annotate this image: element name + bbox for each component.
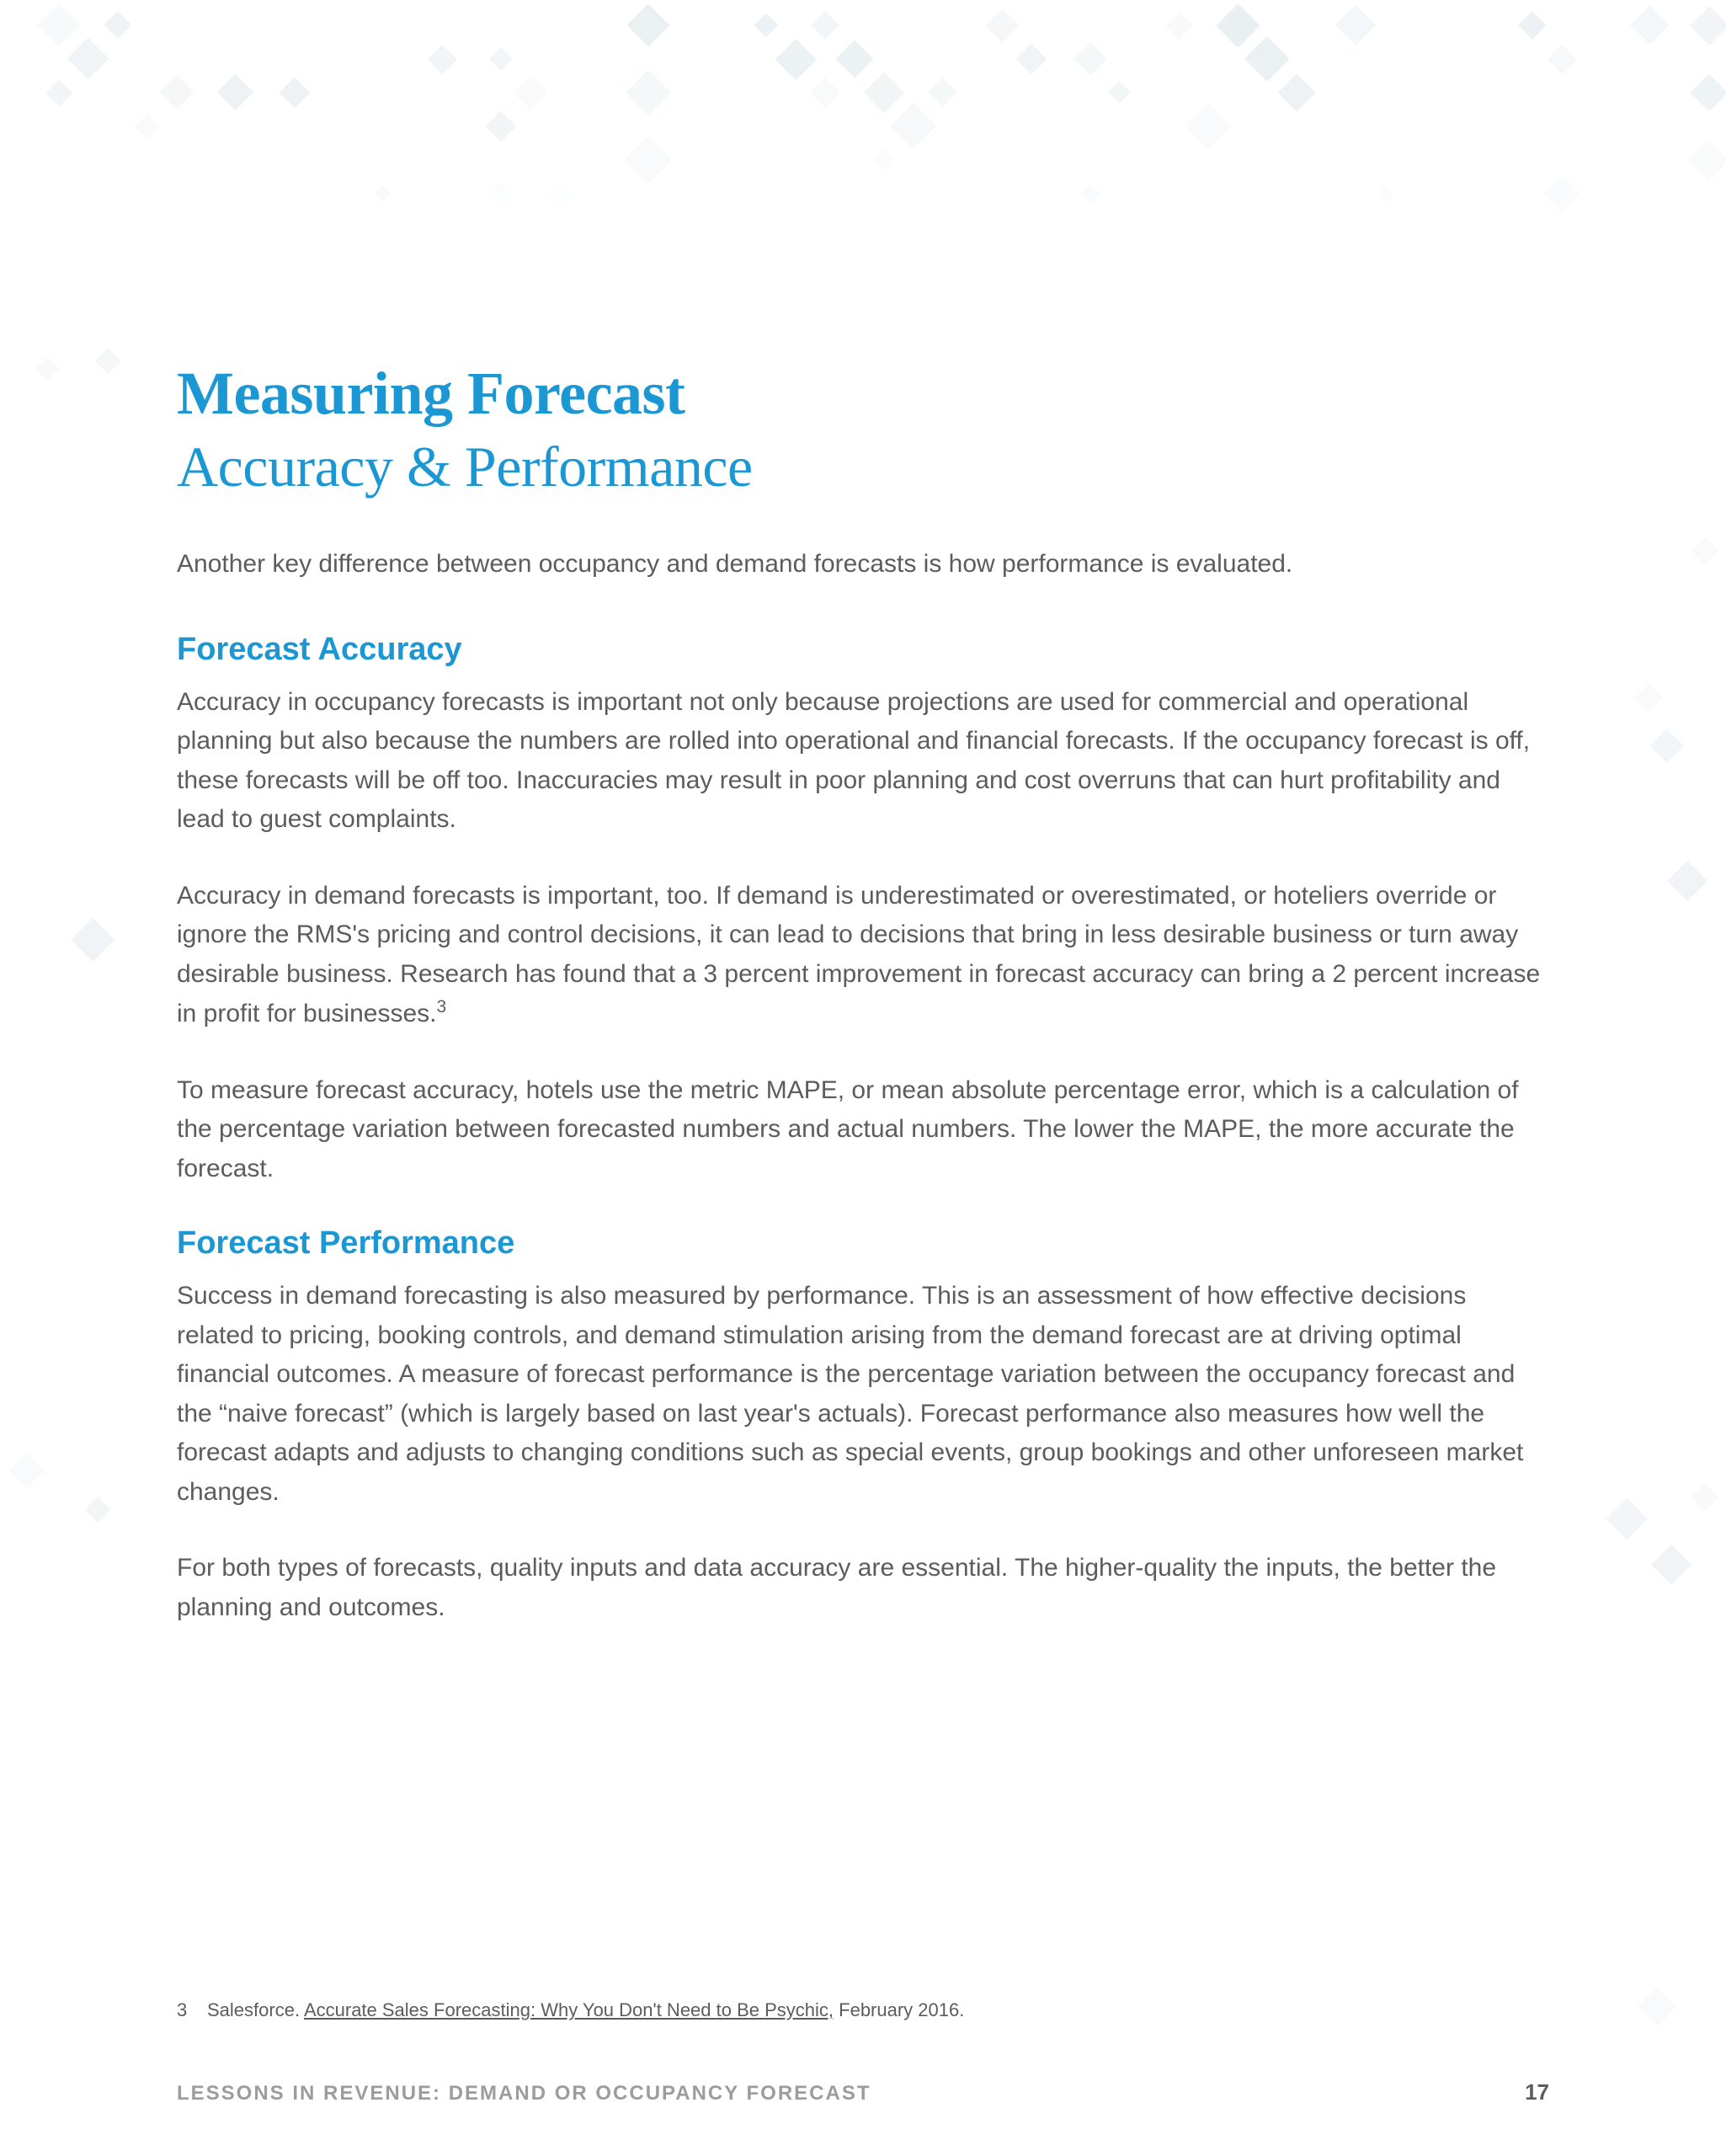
diamond-icon (94, 348, 121, 375)
body-paragraph: For both types of forecasts, quality inp… (177, 1549, 1549, 1627)
diamond-icon (627, 4, 670, 47)
diamond-icon (1073, 42, 1107, 76)
page-title-line2: Accuracy & Performance (177, 433, 1549, 502)
diamond-icon (35, 357, 60, 382)
diamond-icon (1667, 861, 1707, 901)
diamond-icon (1080, 184, 1100, 204)
diamond-icon (1649, 728, 1684, 763)
section-heading: Forecast Performance (177, 1225, 1549, 1262)
diamond-icon (72, 917, 115, 961)
diamond-icon (1690, 6, 1726, 45)
diamond-icon (1277, 73, 1315, 111)
footnote-number: 3 (177, 1999, 207, 2021)
diamond-icon (487, 180, 514, 207)
document-page: Measuring Forecast Accuracy & Performanc… (0, 0, 1726, 2156)
section-heading: Forecast Accuracy (177, 632, 1549, 668)
diamond-icon (928, 77, 957, 107)
footnote-ref: 3 (436, 997, 446, 1017)
diamond-icon (84, 1497, 111, 1524)
diamond-icon (1631, 6, 1670, 45)
diamond-icon (375, 185, 392, 202)
diamond-icon (1542, 174, 1581, 213)
body-paragraph: Accuracy in occupancy forecasts is impor… (177, 683, 1549, 840)
diamond-icon (835, 40, 873, 77)
footer-title: LESSONS IN REVENUE: DEMAND OR OCCUPANCY … (177, 2082, 871, 2105)
diamond-icon (67, 38, 109, 80)
diamond-icon (486, 111, 516, 141)
diamond-icon (810, 77, 841, 109)
diamond-icon (626, 70, 671, 115)
diamond-icon (1606, 1497, 1648, 1539)
main-content: Measuring Forecast Accuracy & Performanc… (177, 362, 1549, 1664)
diamond-icon (38, 4, 81, 47)
sections-container: Forecast Accuracy Accuracy in occupancy f… (177, 632, 1549, 1628)
footnote-source-prefix: Salesforce. (207, 1999, 304, 2020)
body-paragraph: To measure forecast accuracy, hotels use… (177, 1071, 1549, 1189)
body-paragraph: Success in demand forecasting is also me… (177, 1277, 1549, 1512)
diamond-icon (1651, 1545, 1691, 1585)
diamond-icon (864, 72, 904, 113)
footnote-date: February 2016. (834, 1999, 964, 2020)
diamond-icon (1016, 44, 1047, 75)
diamond-icon (811, 11, 839, 40)
diamond-icon (872, 148, 895, 171)
diamond-icon (1335, 5, 1377, 46)
diamond-icon (8, 1453, 44, 1488)
diamond-icon (546, 180, 574, 208)
footnote-link: Accurate Sales Forecasting: Why You Don'… (304, 1999, 834, 2020)
diamond-icon (1689, 140, 1726, 180)
diamond-icon (754, 13, 778, 37)
diamond-icon (775, 38, 816, 79)
diamond-icon (625, 136, 672, 184)
diamond-icon (1244, 36, 1290, 82)
diamond-icon (890, 103, 937, 150)
footer-page-number: 17 (1525, 2079, 1549, 2105)
diamond-icon (427, 44, 456, 73)
diamond-icon (1518, 11, 1547, 40)
diamond-icon (1690, 73, 1726, 111)
diamond-icon (104, 11, 131, 39)
diamond-icon (135, 114, 161, 140)
diamond-icon (1377, 185, 1394, 203)
diamond-icon (1216, 3, 1260, 47)
diamond-icon (45, 79, 72, 106)
diamond-icon (1691, 1483, 1719, 1512)
diamond-icon (1185, 103, 1232, 150)
diamond-icon (1165, 12, 1192, 39)
intro-paragraph: Another key difference between occupancy… (177, 545, 1549, 584)
page-footer: LESSONS IN REVENUE: DEMAND OR OCCUPANCY … (177, 2079, 1549, 2105)
diamond-icon (985, 8, 1019, 42)
diamond-icon (1634, 684, 1664, 713)
diamond-icon (1108, 81, 1131, 104)
page-title-line1: Measuring Forecast (177, 362, 1549, 426)
body-paragraph: Accuracy in demand forecasts is importan… (177, 877, 1549, 1034)
diamond-icon (1691, 536, 1719, 565)
diamond-icon (159, 75, 194, 109)
footnote: 3Salesforce. Accurate Sales Forecasting:… (177, 1999, 1549, 2021)
diamond-icon (1548, 45, 1577, 74)
diamond-icon (489, 47, 513, 71)
diamond-icon (1638, 1988, 1676, 2026)
diamond-icon (280, 77, 311, 109)
diamond-icon (514, 76, 548, 110)
diamond-icon (217, 74, 254, 111)
